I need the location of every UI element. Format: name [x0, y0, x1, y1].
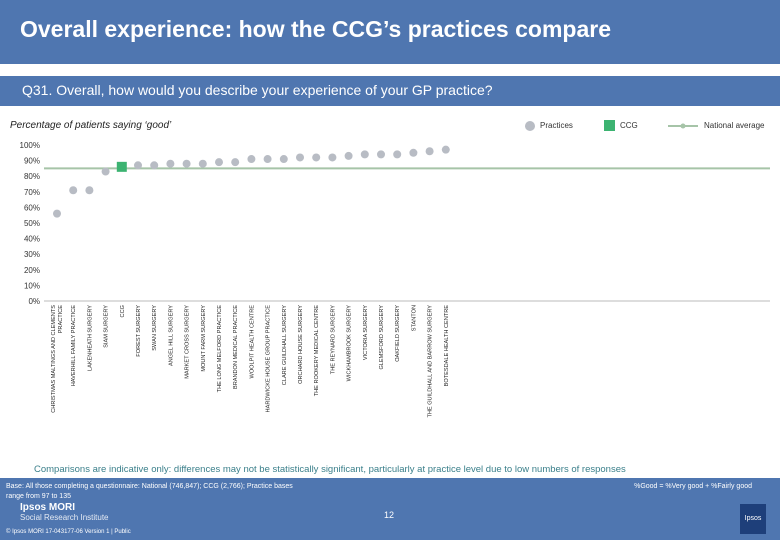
practice-marker: [101, 167, 110, 176]
category-label: BRANDON MEDICAL PRACTICE: [233, 305, 239, 389]
category-label: GLEMSFORD SURGERY: [379, 305, 385, 370]
practice-marker: [344, 151, 353, 160]
practice-marker: [279, 155, 288, 164]
question-text: Q31. Overall, how would you describe you…: [22, 82, 493, 98]
practice-marker: [134, 161, 142, 170]
practice-marker: [263, 155, 272, 164]
category-label: CLARE GUILDHALL SURGERY: [282, 305, 288, 385]
legend-ccg-label: CCG: [620, 121, 638, 130]
y-tick-label: 70%: [24, 188, 40, 197]
y-tick-label: 40%: [24, 235, 40, 244]
good-definition: %Good = %Very good + %Fairly good: [634, 483, 752, 490]
comparisons-note: Comparisons are indicative only: differe…: [34, 464, 626, 475]
ipsos-badge: Ipsos: [740, 504, 766, 534]
category-label: LAKENHEATH SURGERY: [87, 305, 93, 371]
y-tick-label: 50%: [24, 219, 40, 228]
practice-marker: [69, 186, 78, 195]
question-bar: Q31. Overall, how would you describe you…: [0, 76, 780, 106]
chart-area: 0% 10% 20% 30% 40% 50% 60% 70% 80% 90% 100% CHRISTM…: [20, 141, 770, 418]
base-note: Base: All those completing a questionnai…: [6, 483, 293, 500]
legend-national-icon: [668, 120, 698, 134]
practice-marker: [441, 145, 450, 154]
page-number: 12: [384, 510, 395, 520]
category-label: ORCHARD HOUSE SURGERY: [298, 305, 304, 384]
category-label: STANTON: [411, 305, 417, 331]
footer-bar: Base: All those completing a questionnai…: [0, 478, 780, 540]
logo-line1: Ipsos MORI: [20, 502, 76, 513]
category-label: HAVERHILL FAMILY PRACTICE: [71, 305, 77, 387]
legend-practices-label: Practices: [540, 121, 573, 130]
category-label: CCG: [120, 305, 126, 317]
practice-marker: [182, 159, 191, 168]
ccg-marker: [116, 161, 127, 172]
category-label: HARDWICKE HOUSE GROUP PRACTICE: [266, 305, 272, 413]
category-label: THE GUILDHALL AND BARROW SURGERY: [428, 305, 434, 418]
category-label: SWAN SURGERY: [152, 305, 158, 351]
category-label: ANGEL HILL SURGERY: [168, 305, 174, 366]
y-tick-label: 90%: [24, 157, 40, 166]
chart-legend: Practices CCG National average: [524, 118, 780, 132]
practice-marker: [247, 155, 256, 164]
legend-practices-icon: [524, 120, 536, 134]
category-label: MOUNT FARM SURGERY: [201, 305, 207, 372]
practice-marker: [215, 158, 223, 167]
practice-marker: [360, 150, 369, 159]
category-label: CHRISTMAS MALTINGS AND CLEMENTSPRACTICE: [51, 305, 64, 413]
copyright-text: © Ipsos MORI 17-043177-06 Version 1 | Pu…: [6, 529, 131, 535]
category-label: WICKHAMBROOK SURGERY: [347, 305, 353, 382]
practice-marker: [53, 209, 61, 218]
category-label: OAKFIELD SURGERY: [395, 305, 401, 362]
logo-line2: Social Research Institute: [20, 513, 109, 522]
category-label: FOREST SURGERY: [136, 305, 142, 357]
y-tick-label: 60%: [24, 203, 40, 212]
ipsos-mori-logo: Ipsos MORI Social Research Institute: [20, 502, 109, 522]
category-label: SIAM SURGERY: [104, 305, 110, 348]
chart-subtitle: Percentage of patients saying ‘good’: [10, 120, 172, 131]
practice-marker: [409, 148, 418, 157]
practice-marker: [312, 153, 321, 162]
y-tick-label: 80%: [24, 172, 40, 181]
legend-national-label: National average: [704, 121, 765, 130]
category-label: BOTESDALE HEALTH CENTRE: [444, 305, 450, 387]
practice-marker: [85, 186, 94, 195]
practice-marker: [328, 153, 337, 162]
y-tick-label: 30%: [24, 250, 40, 259]
category-label: THE REYNARD SURGERY: [330, 305, 336, 374]
header-bar: Overall experience: how the CCG’s practi…: [0, 0, 780, 64]
category-label: WOOLPIT HEALTH CENTRE: [249, 305, 255, 379]
category-label: MARKET CROSS SURGERY: [185, 305, 191, 379]
y-tick-label: 0%: [28, 297, 40, 306]
y-tick-label: 20%: [24, 266, 40, 275]
practice-marker: [166, 159, 175, 168]
practice-marker: [296, 153, 304, 162]
category-label: VICTORIA SURGERY: [363, 305, 369, 360]
legend-ccg-icon: [604, 120, 616, 134]
category-label: THE LONG MELFORD PRACTICE: [217, 305, 223, 393]
practice-marker: [377, 150, 385, 159]
y-tick-label: 10%: [24, 281, 40, 290]
practice-marker: [198, 159, 207, 168]
y-tick-label: 100%: [20, 141, 40, 150]
practice-marker: [393, 150, 402, 159]
page-title: Overall experience: how the CCG’s practi…: [20, 16, 611, 42]
practice-marker: [425, 147, 434, 156]
practice-marker: [231, 158, 240, 167]
category-label: THE ROOKERY MEDICAL CENTRE: [314, 305, 320, 397]
practice-marker: [150, 161, 159, 170]
